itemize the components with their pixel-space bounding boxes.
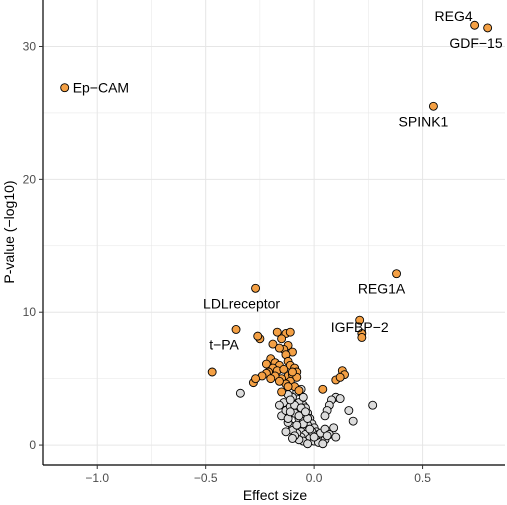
nonsignificant-point bbox=[329, 423, 339, 433]
point-label: GDF−15 bbox=[449, 35, 503, 51]
nonsignificant-point bbox=[235, 388, 245, 398]
x-tick-label: −0.5 bbox=[194, 471, 218, 485]
x-tick-label: 0.5 bbox=[414, 471, 431, 485]
point-labels: REG4 GDF−15 Ep−CAM SPINK1 REG1A LDLreceptor IG… bbox=[73, 8, 503, 352]
nonsignificant-point bbox=[281, 427, 291, 437]
data-points bbox=[60, 20, 493, 449]
nonsignificant-point bbox=[303, 439, 313, 449]
significant-point bbox=[470, 20, 480, 30]
significant-point bbox=[392, 269, 401, 279]
nonsignificant-point bbox=[320, 411, 330, 421]
nonsignificant-point bbox=[322, 431, 332, 441]
significant-point bbox=[277, 387, 287, 397]
y-tick-label: 10 bbox=[23, 305, 37, 319]
significant-point bbox=[274, 376, 284, 386]
significant-point bbox=[285, 327, 295, 337]
significant-point bbox=[261, 359, 271, 369]
significant-point bbox=[268, 339, 278, 349]
tick-labels: −1.0 −0.5 0.0 0.5 0 10 20 30 bbox=[23, 40, 432, 486]
significant-point bbox=[266, 374, 276, 384]
significant-point bbox=[207, 367, 217, 377]
y-tick-label: 30 bbox=[23, 40, 37, 54]
nonsignificant-point bbox=[301, 407, 310, 417]
nonsignificant-point bbox=[294, 411, 304, 421]
grid-lines bbox=[43, 0, 505, 465]
significant-point bbox=[274, 343, 284, 353]
significant-point bbox=[251, 283, 261, 293]
y-axis-title: P-value (−log10) bbox=[1, 180, 17, 283]
point-label: SPINK1 bbox=[399, 113, 449, 129]
point-label: REG4 bbox=[435, 8, 473, 24]
nonsignificant-point bbox=[298, 392, 308, 402]
nonsignificant-point bbox=[274, 400, 284, 410]
significant-point bbox=[294, 386, 304, 396]
nonsignificant-point bbox=[287, 433, 297, 443]
nonsignificant-point bbox=[318, 439, 328, 449]
significant-point bbox=[251, 374, 261, 384]
point-label: t−PA bbox=[209, 336, 239, 352]
nonsignificant-point bbox=[285, 395, 295, 405]
nonsignificant-point bbox=[368, 400, 378, 410]
significant-point bbox=[277, 334, 287, 344]
significant-point bbox=[283, 382, 293, 392]
nonsignificant-point bbox=[305, 424, 315, 434]
x-tick-label: 0.0 bbox=[306, 471, 323, 485]
significant-point bbox=[272, 327, 282, 337]
significant-point bbox=[335, 372, 345, 382]
y-tick-label: 0 bbox=[29, 438, 36, 452]
nonsignificant-point bbox=[285, 407, 295, 417]
point-label: REG1A bbox=[358, 281, 406, 297]
significant-point bbox=[483, 23, 493, 33]
significant-point bbox=[355, 315, 365, 325]
significant-point bbox=[60, 83, 70, 93]
y-tick-label: 20 bbox=[23, 172, 37, 186]
point-label: LDLreceptor bbox=[203, 295, 280, 311]
point-label: IGFBP−2 bbox=[331, 319, 389, 335]
nonsignificant-point bbox=[344, 406, 354, 415]
significant-point bbox=[428, 101, 438, 111]
nonsignificant-point bbox=[348, 416, 358, 426]
nonsignificant-point bbox=[335, 394, 345, 404]
nonsignificant-point bbox=[331, 432, 341, 442]
significant-point bbox=[253, 331, 263, 341]
significant-point bbox=[279, 364, 289, 374]
significant-point bbox=[231, 325, 241, 334]
significant-point bbox=[357, 333, 367, 342]
nonsignificant-point bbox=[292, 420, 302, 430]
point-label: Ep−CAM bbox=[73, 80, 129, 96]
significant-point bbox=[318, 384, 328, 394]
significant-point bbox=[287, 367, 297, 377]
x-axis-title: Effect size bbox=[243, 487, 308, 503]
nonsignificant-point bbox=[309, 432, 319, 442]
x-tick-label: −1.0 bbox=[85, 471, 109, 485]
axes bbox=[39, 0, 505, 469]
